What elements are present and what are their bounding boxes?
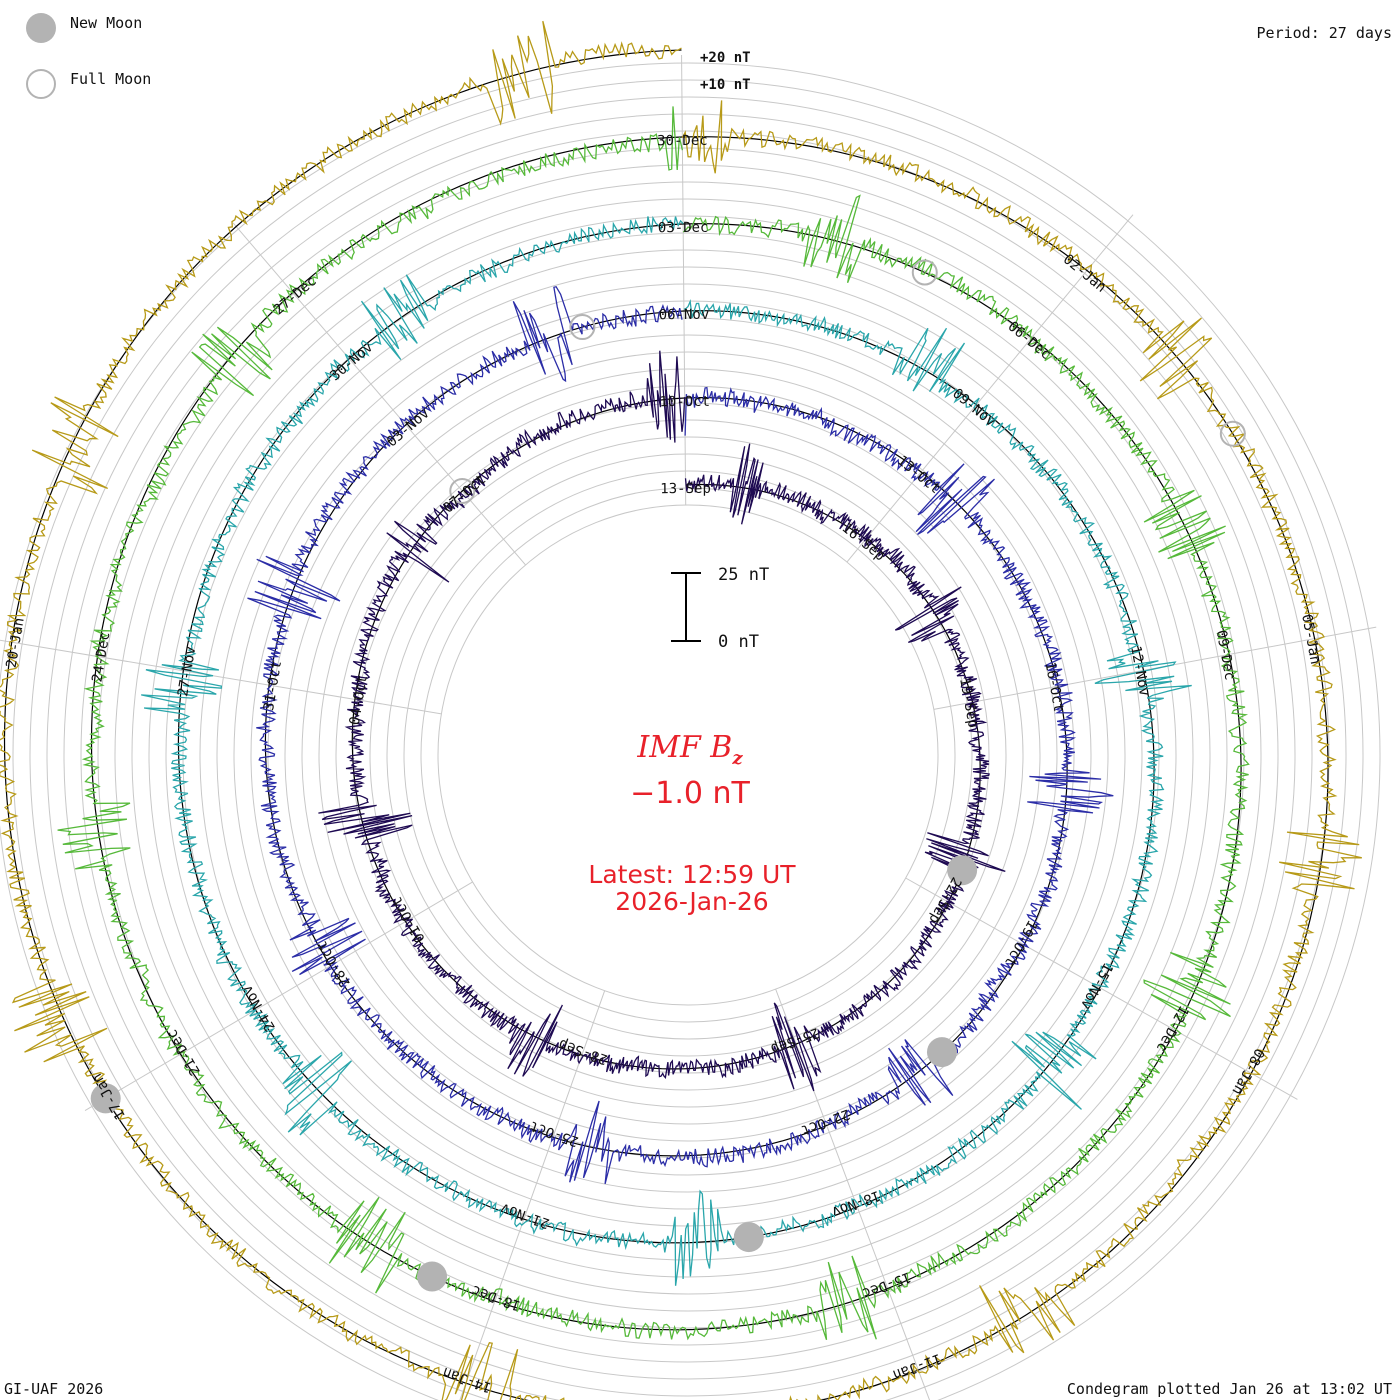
grid-ring bbox=[114, 181, 1262, 1329]
full-moon-marker bbox=[911, 259, 938, 286]
date-label: 28-Sep bbox=[557, 1035, 610, 1067]
full-moon-marker bbox=[449, 477, 476, 504]
spiral-reference-layer bbox=[3, 49, 1329, 1400]
date-label: 12-Dec bbox=[1153, 1003, 1192, 1055]
radial-spoke bbox=[232, 222, 526, 566]
grid-ring bbox=[318, 385, 1058, 1125]
new-moon-marker bbox=[733, 1222, 764, 1253]
full-moon-icon bbox=[26, 69, 56, 99]
date-label: 11-Jan bbox=[890, 1350, 943, 1383]
date-label: 08-Jan bbox=[1228, 1045, 1267, 1097]
date-label: 09-Dec bbox=[1213, 629, 1238, 682]
new-moon-marker bbox=[417, 1261, 448, 1292]
grid-ring bbox=[46, 113, 1330, 1397]
date-label: 01-Oct bbox=[389, 894, 428, 946]
latest-date: 2026-Jan-26 bbox=[615, 887, 769, 916]
grid-ring bbox=[165, 232, 1211, 1278]
date-label: 13-Sep bbox=[660, 481, 711, 497]
date-label: 24-Nov bbox=[239, 982, 278, 1034]
grid-ring bbox=[12, 79, 1364, 1400]
grid-ring bbox=[301, 368, 1075, 1142]
date-label: 03-Dec bbox=[658, 220, 709, 236]
bz-series-rotation-4 bbox=[57, 106, 1250, 1341]
grid-ring bbox=[80, 147, 1296, 1363]
grid-ring bbox=[437, 504, 939, 1006]
grid-ring bbox=[29, 96, 1347, 1400]
zero-reference-spiral bbox=[3, 49, 1329, 1400]
date-label: 30-Dec bbox=[657, 133, 708, 149]
date-label: 18-Nov bbox=[829, 1187, 882, 1220]
date-label: 27-Dec bbox=[271, 273, 320, 318]
grid-ring bbox=[0, 62, 1381, 1400]
bz-series-rotation-2 bbox=[247, 285, 1114, 1185]
grid-ring bbox=[97, 164, 1279, 1346]
grid-ring bbox=[233, 300, 1143, 1210]
radial-spoke bbox=[846, 214, 1134, 563]
current-value: −1.0 nT bbox=[630, 776, 750, 811]
full-moon-label: Full Moon bbox=[70, 70, 152, 88]
scale-bar-top-label: 25 nT bbox=[718, 565, 769, 585]
new-moon-marker bbox=[926, 1037, 957, 1068]
scale-bar: 25 nT 0 nT bbox=[671, 565, 769, 652]
chart-title: IMF Bz bbox=[540, 730, 840, 769]
grid-ring bbox=[250, 317, 1126, 1193]
new-moon-marker bbox=[90, 1083, 121, 1114]
moon-marker-layer bbox=[90, 259, 1246, 1292]
ring-label-plus20: +20 nT bbox=[700, 50, 751, 66]
date-label: 06-Dec bbox=[1005, 318, 1054, 363]
bz-series-rotation-5 bbox=[0, 20, 1362, 1400]
full-moon-marker bbox=[1219, 420, 1246, 447]
grid-ring bbox=[267, 334, 1109, 1176]
reference-ring-labels: +20 nT +10 nT bbox=[700, 50, 751, 93]
new-moon-label: New Moon bbox=[70, 14, 143, 32]
date-label: 16-Oct bbox=[1042, 661, 1067, 714]
date-label: 06-Nov bbox=[659, 307, 710, 323]
date-label: 02-Jan bbox=[1060, 251, 1109, 296]
date-label: 22-Oct bbox=[799, 1105, 852, 1138]
date-label: 24-Dec bbox=[89, 631, 113, 684]
new-moon-marker bbox=[947, 855, 978, 886]
date-label: 04-Oct bbox=[347, 674, 371, 727]
date-label: 18-Dec bbox=[470, 1281, 523, 1313]
latest-time: Latest: 12:59 UT bbox=[588, 860, 796, 889]
full-moon-marker bbox=[569, 314, 596, 341]
new-moon-icon bbox=[26, 13, 56, 43]
data-series-layer bbox=[0, 20, 1362, 1400]
date-label: 15-Dec bbox=[860, 1268, 913, 1301]
date-label: 09-Nov bbox=[949, 386, 998, 431]
bz-series-rotation-1 bbox=[318, 350, 1006, 1092]
grid-ring bbox=[403, 470, 973, 1040]
date-label: 22-Sep bbox=[925, 874, 964, 926]
date-label: 05-Jan bbox=[1298, 613, 1323, 666]
grid-ring bbox=[148, 215, 1228, 1295]
radial-spoke bbox=[905, 877, 1298, 1100]
radial-spoke bbox=[0, 639, 442, 715]
chart-title-label: IMF B bbox=[637, 730, 733, 765]
date-label: 10-Oct bbox=[659, 394, 710, 410]
bz-series-rotation-3 bbox=[141, 215, 1192, 1286]
period-label: Period: 27 days bbox=[1256, 24, 1392, 42]
scale-bar-bottom-label: 0 nT bbox=[718, 632, 759, 652]
date-label: 03-Nov bbox=[384, 405, 433, 450]
ring-label-plus10: +10 nT bbox=[700, 77, 751, 93]
grid-ring bbox=[386, 453, 990, 1057]
chart-title-subscript: z bbox=[732, 748, 743, 769]
footer-credit: GI-UAF 2026 bbox=[4, 1380, 104, 1398]
date-label: 19-Sep bbox=[956, 677, 981, 730]
footer-plot-time: Condegram plotted Jan 26 at 13:02 UT bbox=[1066, 1380, 1392, 1398]
grid-ring bbox=[63, 130, 1313, 1380]
date-label: 15-Nov bbox=[1077, 960, 1116, 1012]
